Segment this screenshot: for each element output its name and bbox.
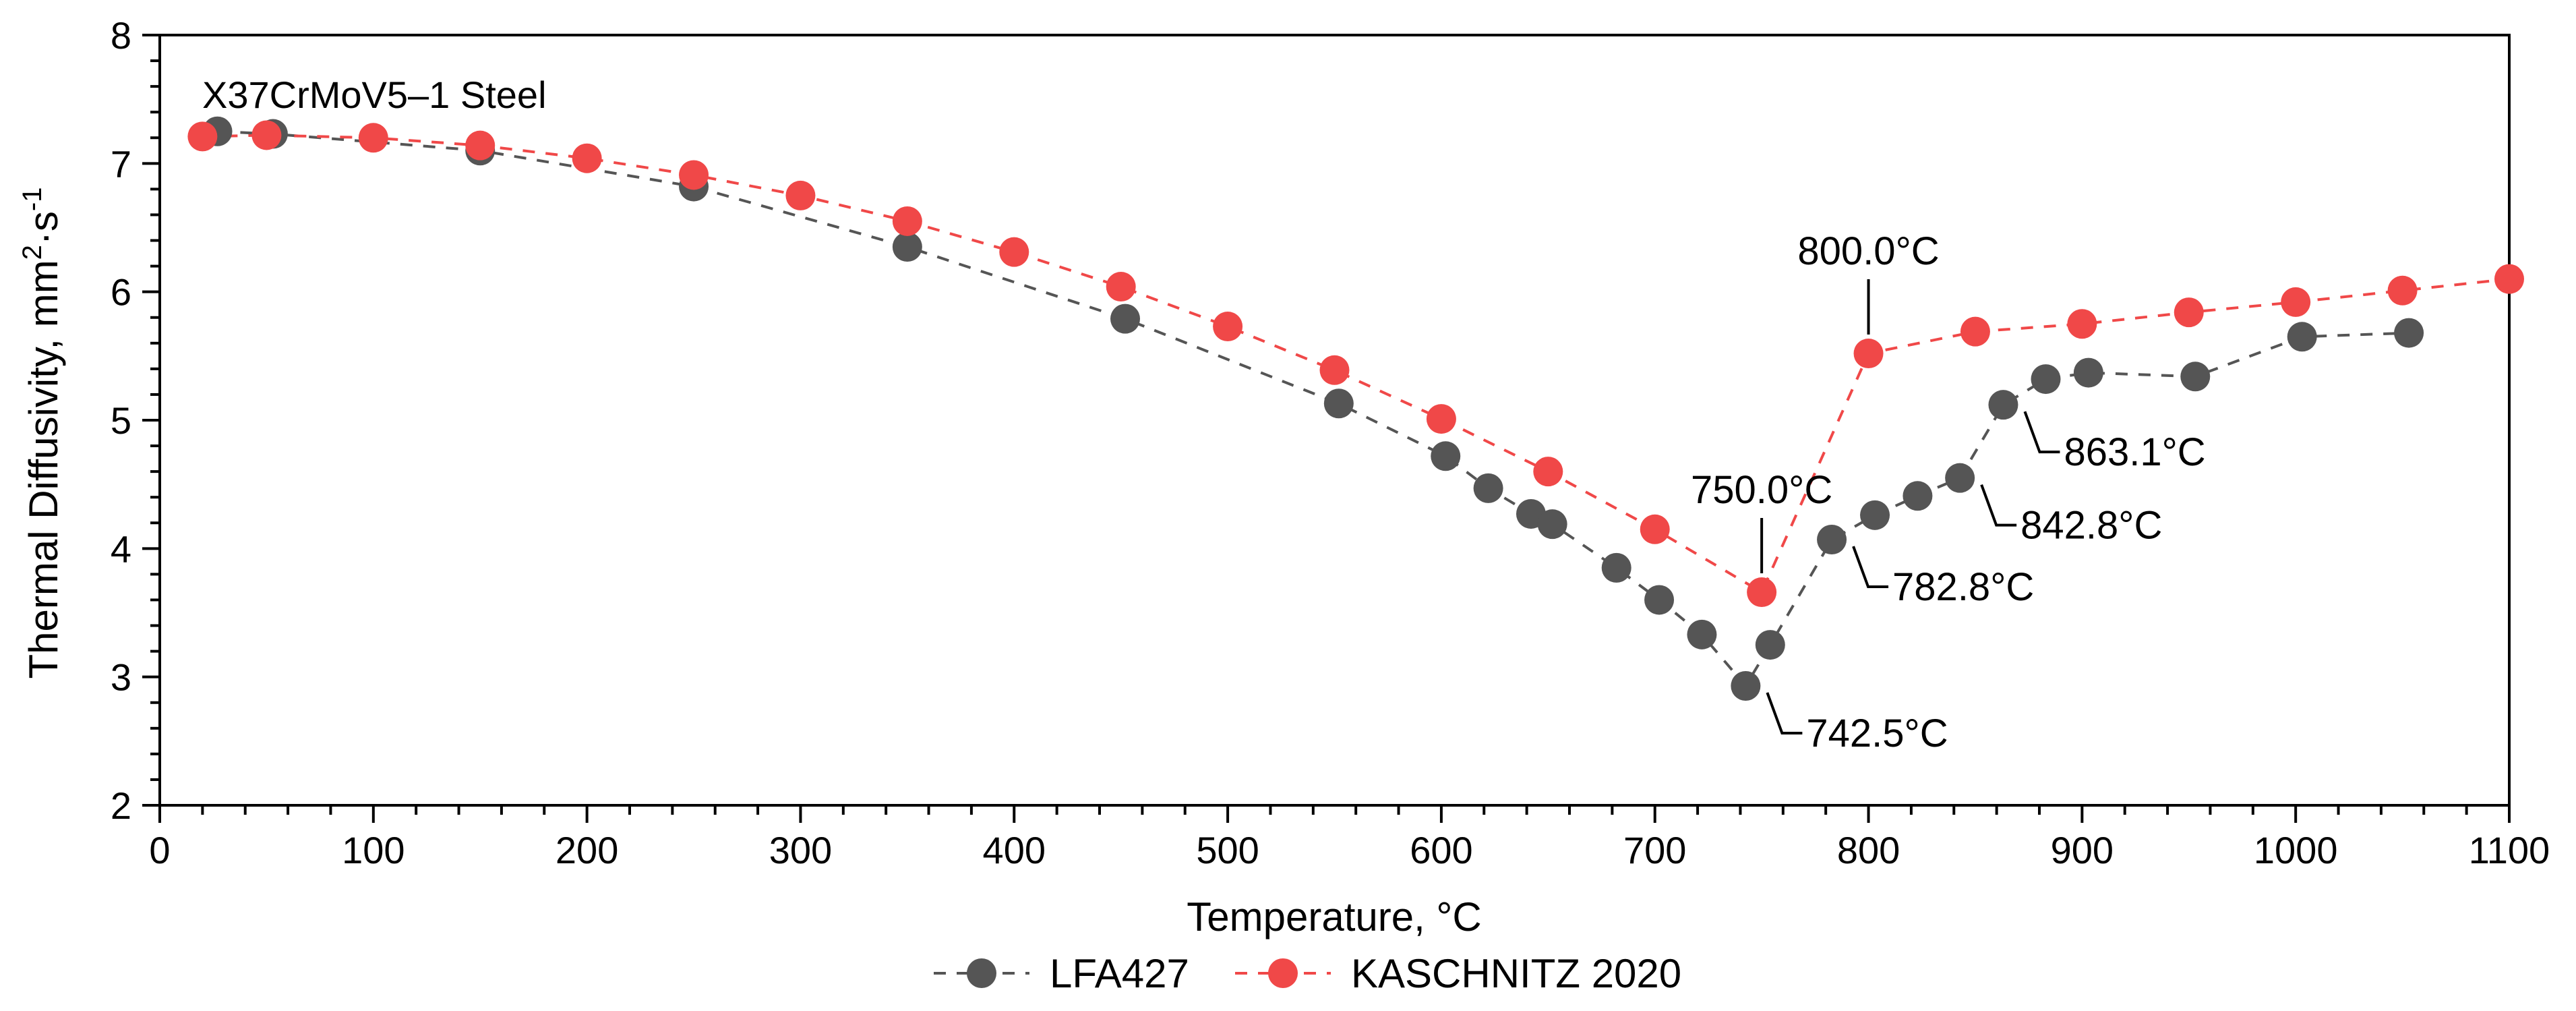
x-tick-label: 700 xyxy=(1623,829,1686,871)
y-tick-label: 6 xyxy=(111,271,131,314)
data-point-kaschnitz-2020 xyxy=(1106,272,1136,302)
data-point-kaschnitz-2020 xyxy=(1960,316,1990,347)
annotation-label: 742.5°C xyxy=(1806,712,1948,755)
data-point-kaschnitz-2020 xyxy=(251,120,282,150)
minor-ticks xyxy=(150,59,2468,815)
y-tick-label: 5 xyxy=(111,399,131,442)
data-point-lfa427 xyxy=(2073,357,2103,388)
x-tick-label: 800 xyxy=(1837,829,1900,871)
annotation-label: 750.0°C xyxy=(1691,468,1832,512)
x-axis-ticks: 0 100 200 300 400 500 600 700 800 900 1000 1100 xyxy=(149,805,2550,871)
data-point-lfa427 xyxy=(1473,473,1503,503)
y-axis-ticks: 2 3 4 5 6 7 8 xyxy=(111,14,160,827)
y-axis-title-mid: ·s xyxy=(21,211,66,245)
x-tick-label: 400 xyxy=(983,829,1046,871)
x-tick-label: 200 xyxy=(556,829,618,871)
annotation-label: 800.0°C xyxy=(1797,229,1939,273)
x-tick-label: 300 xyxy=(769,829,832,871)
x-tick-label: 1000 xyxy=(2254,829,2338,871)
data-point-kaschnitz-2020 xyxy=(999,237,1029,267)
data-point-kaschnitz-2020 xyxy=(2494,264,2524,294)
y-axis-title: Thermal Diffusivity, mm2·s-1 xyxy=(18,187,66,679)
data-point-lfa427 xyxy=(1687,619,1717,649)
x-tick-label: 0 xyxy=(149,829,170,871)
data-point-kaschnitz-2020 xyxy=(1213,312,1243,342)
data-point-kaschnitz-2020 xyxy=(2174,297,2204,328)
data-point-lfa427 xyxy=(1644,585,1675,615)
data-point-kaschnitz-2020 xyxy=(358,123,388,153)
data-point-lfa427 xyxy=(1601,552,1631,583)
x-tick-label: 600 xyxy=(1410,829,1472,871)
data-point-kaschnitz-2020 xyxy=(465,130,496,161)
annotations: 800.0°C 750.0°C 863.1°C 842.8°C 782.8°C 742.5… xyxy=(1691,229,2206,755)
legend-marker-lfa427 xyxy=(967,958,996,988)
y-tick-label: 3 xyxy=(111,656,131,699)
annotation-leader xyxy=(1852,546,1889,589)
y-tick-label: 8 xyxy=(111,14,131,57)
data-point-kaschnitz-2020 xyxy=(187,121,218,152)
data-point-kaschnitz-2020 xyxy=(1640,514,1670,544)
y-tick-label: 7 xyxy=(111,142,131,185)
data-point-lfa427 xyxy=(892,232,922,262)
annotation-label: 863.1°C xyxy=(2064,430,2205,474)
data-point-kaschnitz-2020 xyxy=(1533,457,1563,487)
series-line-lfa427 xyxy=(217,129,2409,689)
legend-label-lfa427: LFA427 xyxy=(1050,951,1189,996)
data-point-lfa427 xyxy=(1945,463,1975,493)
legend-label-kaschnitz: KASCHNITZ 2020 xyxy=(1351,951,1681,996)
x-tick-label: 900 xyxy=(2051,829,2114,871)
y-axis-title-main: Thermal Diffusivity, mm xyxy=(21,260,66,678)
data-point-kaschnitz-2020 xyxy=(1426,404,1456,434)
data-point-kaschnitz-2020 xyxy=(572,143,602,173)
data-point-kaschnitz-2020 xyxy=(2281,287,2311,317)
series-points xyxy=(187,116,2524,701)
y-tick-label: 4 xyxy=(111,527,131,570)
annotation-leader xyxy=(2023,411,2060,454)
legend: LFA427 KASCHNITZ 2020 xyxy=(934,951,1681,996)
data-point-lfa427 xyxy=(1537,509,1567,540)
data-point-lfa427 xyxy=(2180,362,2211,392)
data-point-kaschnitz-2020 xyxy=(1853,339,1884,369)
annotation-label: 782.8°C xyxy=(1892,565,2034,609)
data-point-lfa427 xyxy=(1903,481,1933,511)
x-axis-title: Temperature, °C xyxy=(1187,894,1482,940)
y-tick-label: 2 xyxy=(111,784,131,827)
data-point-lfa427 xyxy=(1860,500,1890,530)
data-point-lfa427 xyxy=(1988,390,2018,420)
data-point-lfa427 xyxy=(2287,322,2317,352)
data-point-kaschnitz-2020 xyxy=(2067,309,2097,339)
data-point-lfa427 xyxy=(2031,364,2061,395)
x-tick-label: 100 xyxy=(342,829,405,871)
y-axis-title-sup1: 2 xyxy=(18,245,47,260)
annotation-leader xyxy=(1766,692,1803,734)
x-tick-label: 500 xyxy=(1196,829,1259,871)
chart-title: X37CrMoV5–1 Steel xyxy=(202,74,547,116)
data-point-lfa427 xyxy=(2394,318,2424,348)
annotation-leader xyxy=(1980,484,2017,527)
data-point-kaschnitz-2020 xyxy=(785,180,816,210)
series-lines xyxy=(202,129,2510,689)
annotation-label: 842.8°C xyxy=(2020,504,2162,548)
data-point-lfa427 xyxy=(1110,304,1141,334)
y-axis-title-sup2: -1 xyxy=(18,187,47,212)
data-point-kaschnitz-2020 xyxy=(1319,355,1350,385)
data-point-kaschnitz-2020 xyxy=(892,206,922,236)
data-point-lfa427 xyxy=(1817,525,1847,555)
legend-marker-kaschnitz xyxy=(1268,958,1298,988)
data-point-lfa427 xyxy=(1731,670,1761,701)
x-tick-label: 1100 xyxy=(2469,829,2550,871)
series-line-kaschnitz-2020 xyxy=(202,134,2510,594)
data-point-kaschnitz-2020 xyxy=(679,160,709,190)
data-point-lfa427 xyxy=(1755,630,1785,660)
data-point-lfa427 xyxy=(1431,441,1461,471)
data-point-kaschnitz-2020 xyxy=(1747,577,1777,608)
data-point-lfa427 xyxy=(1323,388,1354,419)
data-point-kaschnitz-2020 xyxy=(2387,275,2418,306)
